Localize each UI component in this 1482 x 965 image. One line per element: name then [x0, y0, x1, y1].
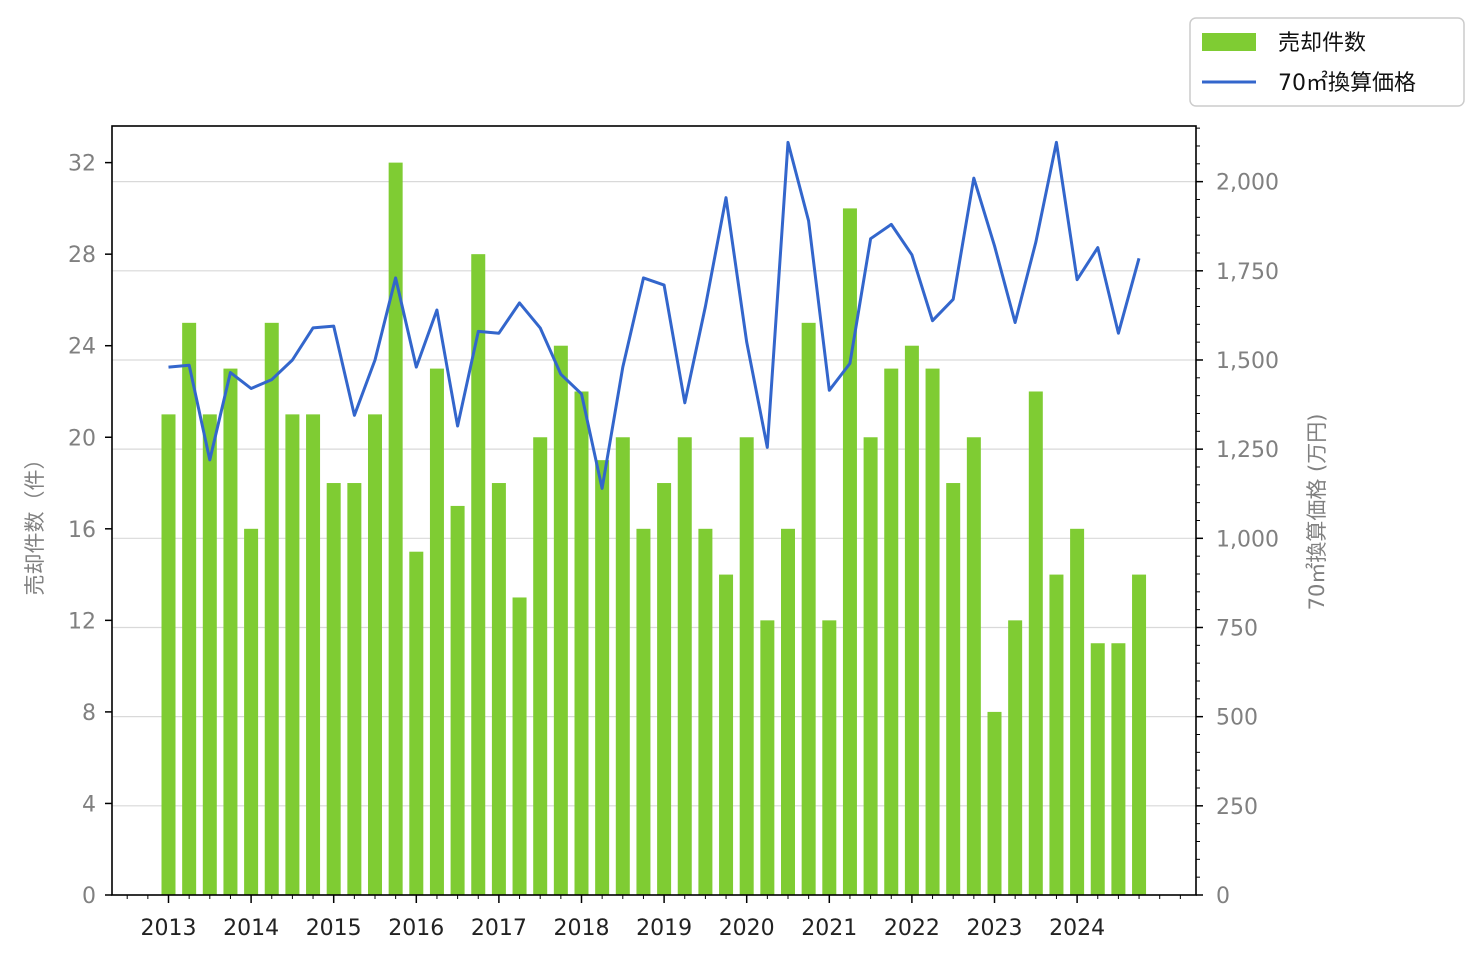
bar [822, 620, 837, 895]
x-axis: 2013 2014 2015 2016 2017 2018 2019 2020 2021 2022… [126, 895, 1181, 941]
bar [553, 345, 568, 895]
left-axis: 0 4 8 12 16 20 24 28 32 [68, 152, 112, 909]
right-tick-label: 750 [1216, 616, 1258, 641]
bar [491, 483, 506, 895]
bar [781, 528, 795, 895]
bar [904, 345, 919, 895]
legend: 売却件数 70㎡換算価格 [1189, 17, 1465, 107]
x-tick-label: 2014 [223, 916, 279, 941]
bar [1028, 391, 1043, 895]
bar [388, 162, 403, 896]
left-tick-label: 32 [68, 152, 96, 177]
price-line [168, 140, 1141, 490]
bar [409, 551, 424, 895]
x-tick-label: 2020 [719, 916, 775, 941]
bar [842, 208, 857, 896]
left-tick-label: 20 [68, 426, 96, 451]
bar [368, 414, 382, 895]
bar [347, 483, 362, 895]
bar [698, 528, 713, 895]
bar [533, 437, 548, 895]
left-tick-label: 28 [68, 243, 96, 268]
bar [306, 414, 321, 895]
bar [1008, 620, 1023, 895]
bar [182, 322, 197, 895]
bar [1111, 643, 1126, 895]
x-tick-label: 2023 [967, 916, 1023, 941]
right-tick-label: 2,000 [1216, 171, 1279, 196]
bar [1070, 528, 1085, 895]
bar [946, 483, 961, 895]
bar [863, 437, 878, 895]
bar [244, 528, 259, 895]
left-tick-label: 12 [68, 609, 96, 634]
x-tick-label: 2021 [801, 916, 857, 941]
bar [285, 414, 300, 895]
bar [202, 414, 217, 895]
bar [966, 437, 981, 895]
x-tick-label: 2015 [306, 916, 362, 941]
bar [1132, 574, 1147, 895]
right-tick-label: 0 [1216, 884, 1230, 909]
right-tick-label: 1,250 [1216, 438, 1279, 463]
bar [429, 368, 444, 895]
bar [326, 483, 341, 895]
x-tick-label: 2022 [884, 916, 940, 941]
bar [1090, 643, 1105, 895]
bar [719, 574, 734, 895]
bar [574, 391, 589, 895]
left-tick-label: 0 [82, 884, 96, 909]
left-tick-label: 16 [68, 518, 96, 543]
legend-line-label: 70㎡換算価格 [1278, 70, 1416, 96]
left-tick-label: 24 [68, 335, 96, 360]
bar [884, 368, 899, 895]
legend-bar-label: 売却件数 [1278, 31, 1366, 56]
x-tick-label: 2019 [636, 916, 692, 941]
plot-frame [111, 125, 1197, 896]
bar [161, 414, 176, 895]
bar [1049, 574, 1064, 895]
bar [450, 505, 465, 895]
right-tick-label: 500 [1216, 706, 1258, 731]
right-tick-label: 1,500 [1216, 349, 1279, 374]
x-tick-label: 2016 [388, 916, 444, 941]
right-tick-label: 250 [1216, 795, 1258, 820]
right-tick-label: 1,750 [1216, 260, 1279, 285]
bar [801, 322, 816, 895]
x-tick-label: 2013 [141, 916, 197, 941]
bar [677, 437, 692, 895]
bar [987, 711, 1002, 895]
left-tick-label: 4 [82, 792, 96, 817]
bar [471, 254, 486, 895]
x-tick-label: 2017 [471, 916, 527, 941]
bar [657, 483, 672, 895]
right-axis-title: 70㎡換算価格 (万円) [1305, 414, 1329, 611]
legend-frame [1189, 17, 1465, 107]
bar [925, 368, 940, 895]
bar [739, 437, 754, 895]
x-tick-label: 2024 [1049, 916, 1105, 941]
bar-series [161, 162, 1147, 896]
bar [223, 368, 238, 895]
right-tick-label: 1,000 [1216, 527, 1279, 552]
bar [615, 437, 630, 895]
bar [512, 597, 527, 895]
bar [264, 322, 279, 895]
left-tick-label: 8 [82, 701, 96, 726]
x-tick-label: 2018 [554, 916, 610, 941]
bar [636, 528, 651, 895]
right-axis: 0 250 500 750 1,000 1,250 1,500 1,750 2,000 [1196, 127, 1279, 909]
line-series [168, 140, 1141, 490]
legend-bar-swatch [1202, 33, 1256, 51]
bar [760, 620, 775, 895]
bar [595, 460, 610, 895]
left-axis-title: 売却件数（件） [23, 449, 47, 596]
